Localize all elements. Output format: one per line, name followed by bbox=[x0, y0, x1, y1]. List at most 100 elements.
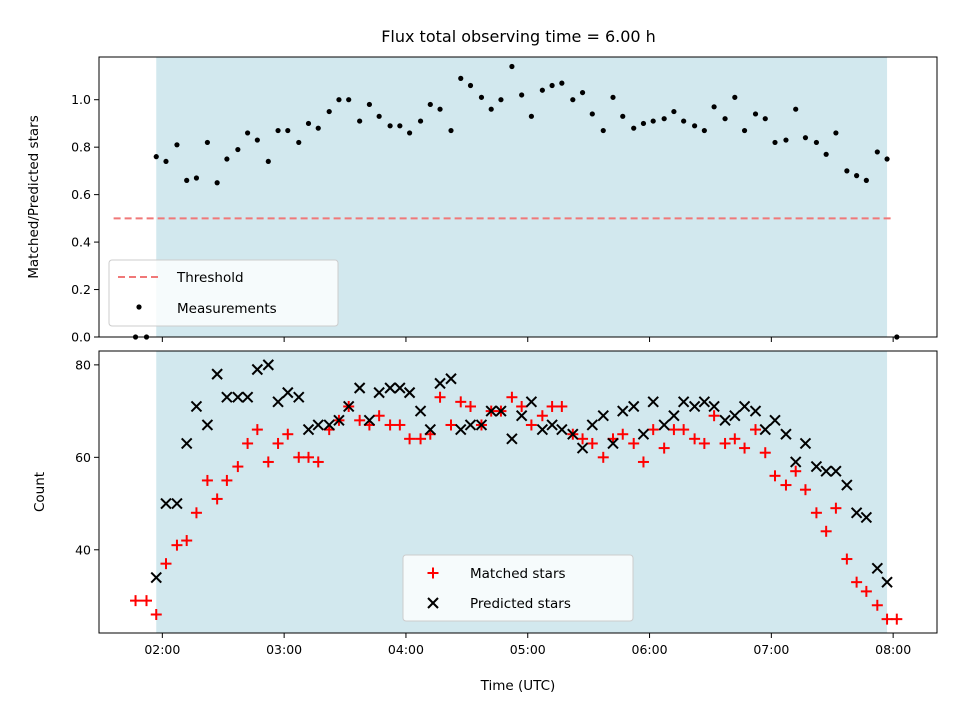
matched-star-point bbox=[577, 433, 589, 445]
matched-star-point bbox=[160, 558, 172, 570]
measurement-point bbox=[458, 75, 464, 81]
matched-star-point bbox=[689, 433, 701, 445]
measurement-point bbox=[559, 80, 565, 86]
measurement-point bbox=[589, 111, 595, 117]
measurement-point bbox=[681, 118, 687, 124]
measurement-point bbox=[631, 125, 637, 131]
predicted-star-point bbox=[293, 391, 305, 403]
ratio-panel: 0.0 0.2 0.4 0.6 0.8 1.0 Matched/Predicted sta… bbox=[26, 56, 938, 345]
predicted-star-point bbox=[628, 400, 640, 413]
predicted-star-point bbox=[708, 400, 720, 413]
matched-star-point bbox=[708, 410, 720, 422]
measurement-point bbox=[519, 92, 525, 98]
count-y-axis-label: Count bbox=[32, 472, 48, 512]
count-legend: Matched stars Predicted stars bbox=[402, 554, 634, 622]
measurement-point bbox=[610, 94, 616, 100]
ratio-y-axis-label: Matched/Predicted stars bbox=[26, 115, 42, 278]
predicted-star-point bbox=[232, 391, 244, 403]
predicted-star-point bbox=[201, 419, 214, 431]
measurement-point bbox=[275, 127, 281, 134]
matched-star-point bbox=[434, 391, 446, 403]
predicted-star-points bbox=[150, 359, 893, 588]
predicted-star-point bbox=[394, 382, 406, 394]
y-tick-label: 0.6 bbox=[71, 187, 91, 202]
measurement-point bbox=[498, 97, 504, 103]
predicted-star-point bbox=[302, 423, 315, 436]
predicted-star-point bbox=[445, 373, 457, 385]
predicted-star-point bbox=[241, 391, 254, 403]
predicted-star-point bbox=[729, 410, 741, 422]
measurement-point bbox=[752, 111, 759, 117]
matched-star-point bbox=[597, 451, 609, 463]
predicted-star-point bbox=[546, 419, 558, 431]
predicted-star-point bbox=[820, 465, 832, 477]
y-tick-label: 0.4 bbox=[71, 235, 91, 250]
measurement-point bbox=[884, 156, 890, 162]
measurement-point bbox=[315, 125, 321, 131]
measurement-point bbox=[802, 135, 809, 141]
predicted-star-point bbox=[719, 414, 731, 427]
measurement-point bbox=[204, 139, 211, 146]
predicted-star-point bbox=[455, 423, 467, 436]
predicted-star-point bbox=[677, 396, 690, 408]
predicted-star-point bbox=[536, 423, 549, 436]
predicted-star-point bbox=[363, 414, 376, 427]
ratio-panel-frame bbox=[98, 56, 938, 338]
matched-star-point bbox=[190, 507, 202, 519]
predicted-star-point bbox=[759, 423, 771, 436]
matched-star-point bbox=[790, 465, 802, 477]
predicted-star-point bbox=[698, 396, 711, 408]
ratio-legend: Threshold Measurements bbox=[108, 259, 339, 327]
matched-star-point bbox=[586, 437, 598, 449]
measurement-point bbox=[762, 116, 768, 122]
predicted-star-point bbox=[171, 497, 183, 510]
time-x-axis-label: Time (UTC) bbox=[480, 678, 556, 694]
measurement-point bbox=[600, 127, 606, 134]
legend-matched-label: Matched stars bbox=[470, 566, 566, 582]
measurement-point bbox=[874, 149, 880, 155]
matched-star-point bbox=[211, 493, 223, 505]
matched-star-point bbox=[780, 479, 792, 491]
matched-star-point bbox=[759, 447, 771, 459]
matched-star-point bbox=[130, 595, 142, 607]
matched-star-point bbox=[384, 419, 396, 431]
x-tick-label: 07:00 bbox=[753, 642, 789, 657]
predicted-star-point bbox=[150, 571, 162, 584]
matched-star-point bbox=[820, 525, 832, 537]
measurement-point bbox=[539, 87, 545, 93]
predicted-star-point bbox=[495, 405, 507, 417]
measurement-point bbox=[478, 94, 485, 100]
measurement-point bbox=[793, 106, 799, 112]
matched-star-point bbox=[415, 433, 427, 445]
measurement-point bbox=[813, 139, 820, 146]
predicted-star-point bbox=[841, 479, 853, 491]
matched-star-point bbox=[617, 428, 629, 440]
predicted-star-point bbox=[607, 437, 619, 450]
predicted-star-point bbox=[221, 391, 233, 403]
measurement-point bbox=[366, 101, 373, 108]
matched-star-point bbox=[810, 507, 822, 519]
predicted-star-point bbox=[860, 511, 873, 524]
matched-star-point bbox=[698, 437, 710, 449]
measurement-point bbox=[153, 154, 159, 160]
matched-star-point bbox=[293, 451, 305, 463]
matched-star-point bbox=[272, 437, 284, 449]
matched-star-point bbox=[536, 410, 548, 422]
ratio-legend-box bbox=[108, 259, 339, 327]
measurement-point bbox=[528, 113, 534, 119]
predicted-star-point bbox=[190, 400, 203, 413]
measurement-point bbox=[741, 127, 748, 134]
matched-star-point bbox=[546, 400, 558, 412]
matched-star-point bbox=[851, 576, 863, 588]
measurement-point bbox=[193, 175, 200, 181]
matched-star-point bbox=[525, 419, 537, 431]
predicted-star-point bbox=[799, 437, 812, 450]
matched-star-point bbox=[799, 484, 811, 496]
measurement-point bbox=[661, 116, 667, 122]
predicted-star-point bbox=[403, 386, 416, 399]
legend-predicted-label: Predicted stars bbox=[470, 596, 571, 612]
predicted-star-point bbox=[282, 386, 294, 399]
figure-title: Flux total observing time = 6.00 h bbox=[381, 27, 656, 46]
predicted-star-point bbox=[749, 405, 762, 417]
matched-star-point bbox=[891, 613, 903, 625]
